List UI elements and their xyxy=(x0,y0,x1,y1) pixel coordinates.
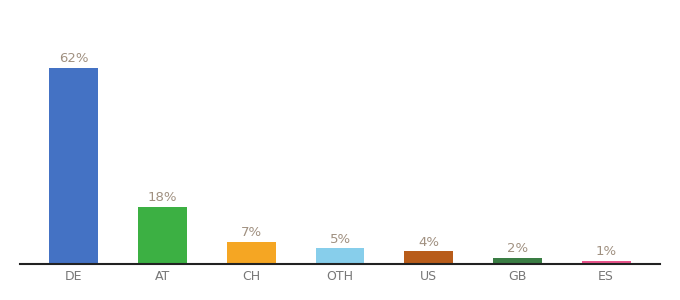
Bar xyxy=(227,242,275,264)
Bar xyxy=(582,261,630,264)
Text: 1%: 1% xyxy=(596,245,617,258)
Text: 18%: 18% xyxy=(148,191,177,205)
Text: 2%: 2% xyxy=(507,242,528,255)
Bar xyxy=(50,68,98,264)
Bar xyxy=(493,258,542,264)
Bar xyxy=(316,248,364,264)
Text: 4%: 4% xyxy=(418,236,439,249)
Text: 5%: 5% xyxy=(329,232,351,246)
Text: 7%: 7% xyxy=(241,226,262,239)
Text: 62%: 62% xyxy=(59,52,88,65)
Bar xyxy=(405,251,453,264)
Bar xyxy=(138,207,187,264)
